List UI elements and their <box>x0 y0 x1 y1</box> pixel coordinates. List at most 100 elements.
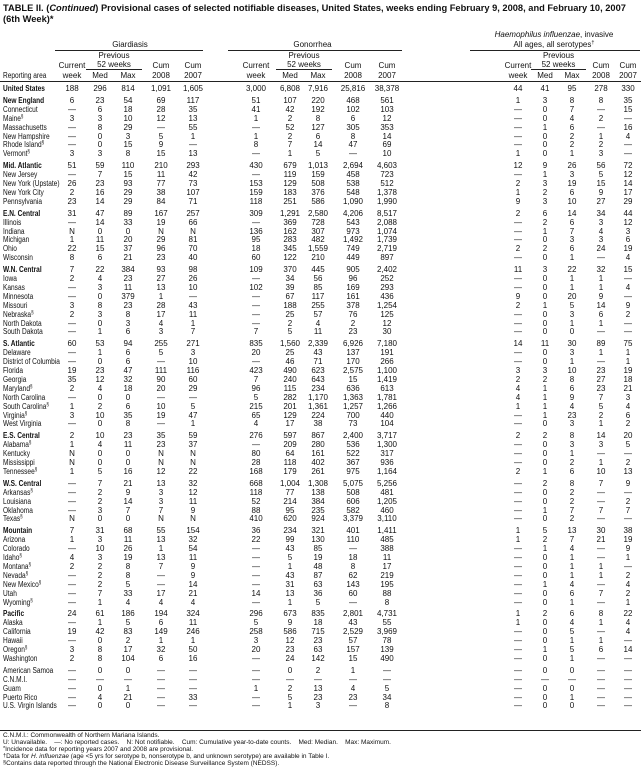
table-cell: 4 <box>190 597 196 607</box>
table-cell: 19 <box>623 535 633 545</box>
table-cell: 8 <box>125 309 131 319</box>
row-label: United States <box>3 84 45 93</box>
table-cell: — <box>68 104 76 114</box>
table-cell: 41 <box>540 84 550 93</box>
table-cell: — <box>514 496 522 506</box>
table-cell: 679 <box>283 161 297 171</box>
row-label: Kansas <box>3 283 25 292</box>
table-cell: 2 <box>598 410 604 420</box>
area-name: Michigan <box>3 235 30 245</box>
table-cell: — <box>624 449 632 459</box>
table-cell: 1 <box>515 609 521 619</box>
table-cell: 1 <box>542 226 548 236</box>
footnote-mark: § <box>30 597 33 604</box>
footnote-mark: § <box>28 561 32 568</box>
table-cell: 31 <box>285 579 295 589</box>
table-cell: 10 <box>95 431 105 441</box>
table-cell: 201 <box>283 401 297 411</box>
table-cell: 490 <box>380 653 394 663</box>
table-cell: 0 <box>542 274 548 283</box>
table-cell: 1 <box>515 187 521 197</box>
table-cell: 246 <box>186 627 200 637</box>
table-cell: — <box>157 579 165 589</box>
table-cell: 119 <box>283 170 297 180</box>
table-cell: 2 <box>287 683 293 693</box>
table-cell: 4 <box>569 618 575 628</box>
footnote-mark: § <box>20 514 23 521</box>
table-cell: 11 <box>382 553 392 562</box>
table-cell: 15 <box>123 170 133 180</box>
table-cell: 3 <box>542 366 548 375</box>
row-label: California <box>3 627 31 636</box>
table-cell: 11 <box>95 235 105 245</box>
table-cell: 4 <box>97 274 103 283</box>
table-cell: 5 <box>569 627 575 637</box>
table-cell: 9 <box>598 187 604 197</box>
table-cell: N <box>190 514 196 524</box>
table-cell: 508 <box>346 487 360 497</box>
table-cell: 0 <box>125 458 131 467</box>
table-cell: 110 <box>121 161 135 171</box>
area-name: District of Columbia <box>3 357 60 367</box>
table-cell: 6 <box>315 131 321 141</box>
table-cell: 3 <box>569 440 575 450</box>
table-cell: 897 <box>380 253 394 263</box>
table-cell: 257 <box>186 208 200 218</box>
table-cell: 1 <box>569 449 575 459</box>
table-cell: 15 <box>596 179 606 188</box>
table-cell: 85 <box>313 544 323 554</box>
table-cell: 19 <box>623 244 633 254</box>
table-cell: 6 <box>125 357 131 367</box>
row-label: C.N.M.I. <box>3 675 27 684</box>
area-name: Colorado <box>3 544 30 554</box>
table-cell: — <box>597 544 605 554</box>
table-cell: 278 <box>594 84 608 93</box>
table-cell: 15 <box>123 140 133 150</box>
table-cell: 3 <box>315 701 321 711</box>
table-cell: 317 <box>380 449 394 459</box>
table-cell: — <box>514 514 522 524</box>
table-cell: 12 <box>95 374 105 384</box>
table-cell: 139 <box>380 645 394 654</box>
table-cell: 15 <box>623 265 633 275</box>
table-cell: N <box>158 226 164 236</box>
table-cell: 88 <box>251 505 261 515</box>
table-cell: — <box>514 458 522 467</box>
table-cell: 0 <box>542 553 548 562</box>
table-cell: N <box>158 449 164 459</box>
table-cell: — <box>597 514 605 524</box>
table-cell: 6 <box>569 609 575 619</box>
table-cell: — <box>252 170 260 180</box>
table-cell: 88 <box>382 588 392 598</box>
table-cell: 1 <box>69 401 75 411</box>
table-cell: 1 <box>542 410 548 420</box>
row-label: U.S. Virgin Islands <box>3 701 57 710</box>
table-cell: 538 <box>346 179 360 188</box>
table-cell: 1,205 <box>376 496 398 506</box>
table-cell: 21 <box>123 692 133 702</box>
table-cell: 31 <box>67 208 77 218</box>
table-cell: — <box>68 140 76 150</box>
table-cell: 6 <box>598 645 604 654</box>
table-cell: — <box>68 665 76 675</box>
table-cell: — <box>597 653 605 663</box>
table-cell: 1,361 <box>307 401 329 411</box>
table-cell: 90 <box>156 374 166 384</box>
table-cell: 0 <box>97 701 103 711</box>
table-cell: 5 <box>253 618 259 628</box>
table-cell: 46 <box>285 357 295 367</box>
table-cell: — <box>252 674 260 684</box>
table-cell: 3 <box>598 149 604 159</box>
table-cell: 4 <box>598 226 604 236</box>
table-cell: 1 <box>625 357 631 367</box>
table-cell: 3 <box>158 496 164 506</box>
table-cell: 16 <box>623 122 633 132</box>
table-cell: 142 <box>311 653 325 663</box>
table-cell: 1,411 <box>377 526 397 536</box>
table-cell: 2,400 <box>342 431 364 441</box>
table-cell: 3 <box>515 366 521 375</box>
table-cell: 96 <box>348 274 358 283</box>
table-cell: 60 <box>251 253 261 263</box>
table-cell: 5 <box>287 692 293 702</box>
table-cell: — <box>383 665 391 675</box>
